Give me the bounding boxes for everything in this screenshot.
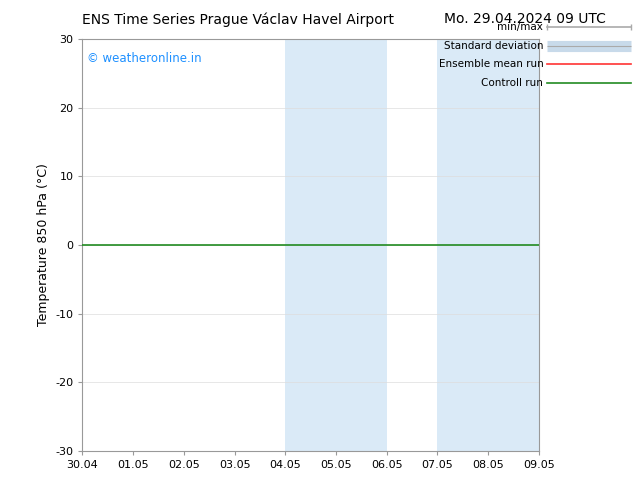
Bar [285,39,387,451]
Text: Standard deviation: Standard deviation [444,41,543,50]
Text: min/max: min/max [498,22,543,32]
Bar [437,39,539,451]
Text: © weatheronline.in: © weatheronline.in [87,51,202,65]
Text: Mo. 29.04.2024 09 UTC: Mo. 29.04.2024 09 UTC [444,12,605,26]
Text: ENS Time Series Prague Václav Havel Airport: ENS Time Series Prague Václav Havel Airp… [82,12,394,27]
Text: Controll run: Controll run [481,78,543,88]
Y-axis label: Temperature 850 hPa (°C): Temperature 850 hPa (°C) [37,164,49,326]
Text: Ensemble mean run: Ensemble mean run [439,59,543,69]
